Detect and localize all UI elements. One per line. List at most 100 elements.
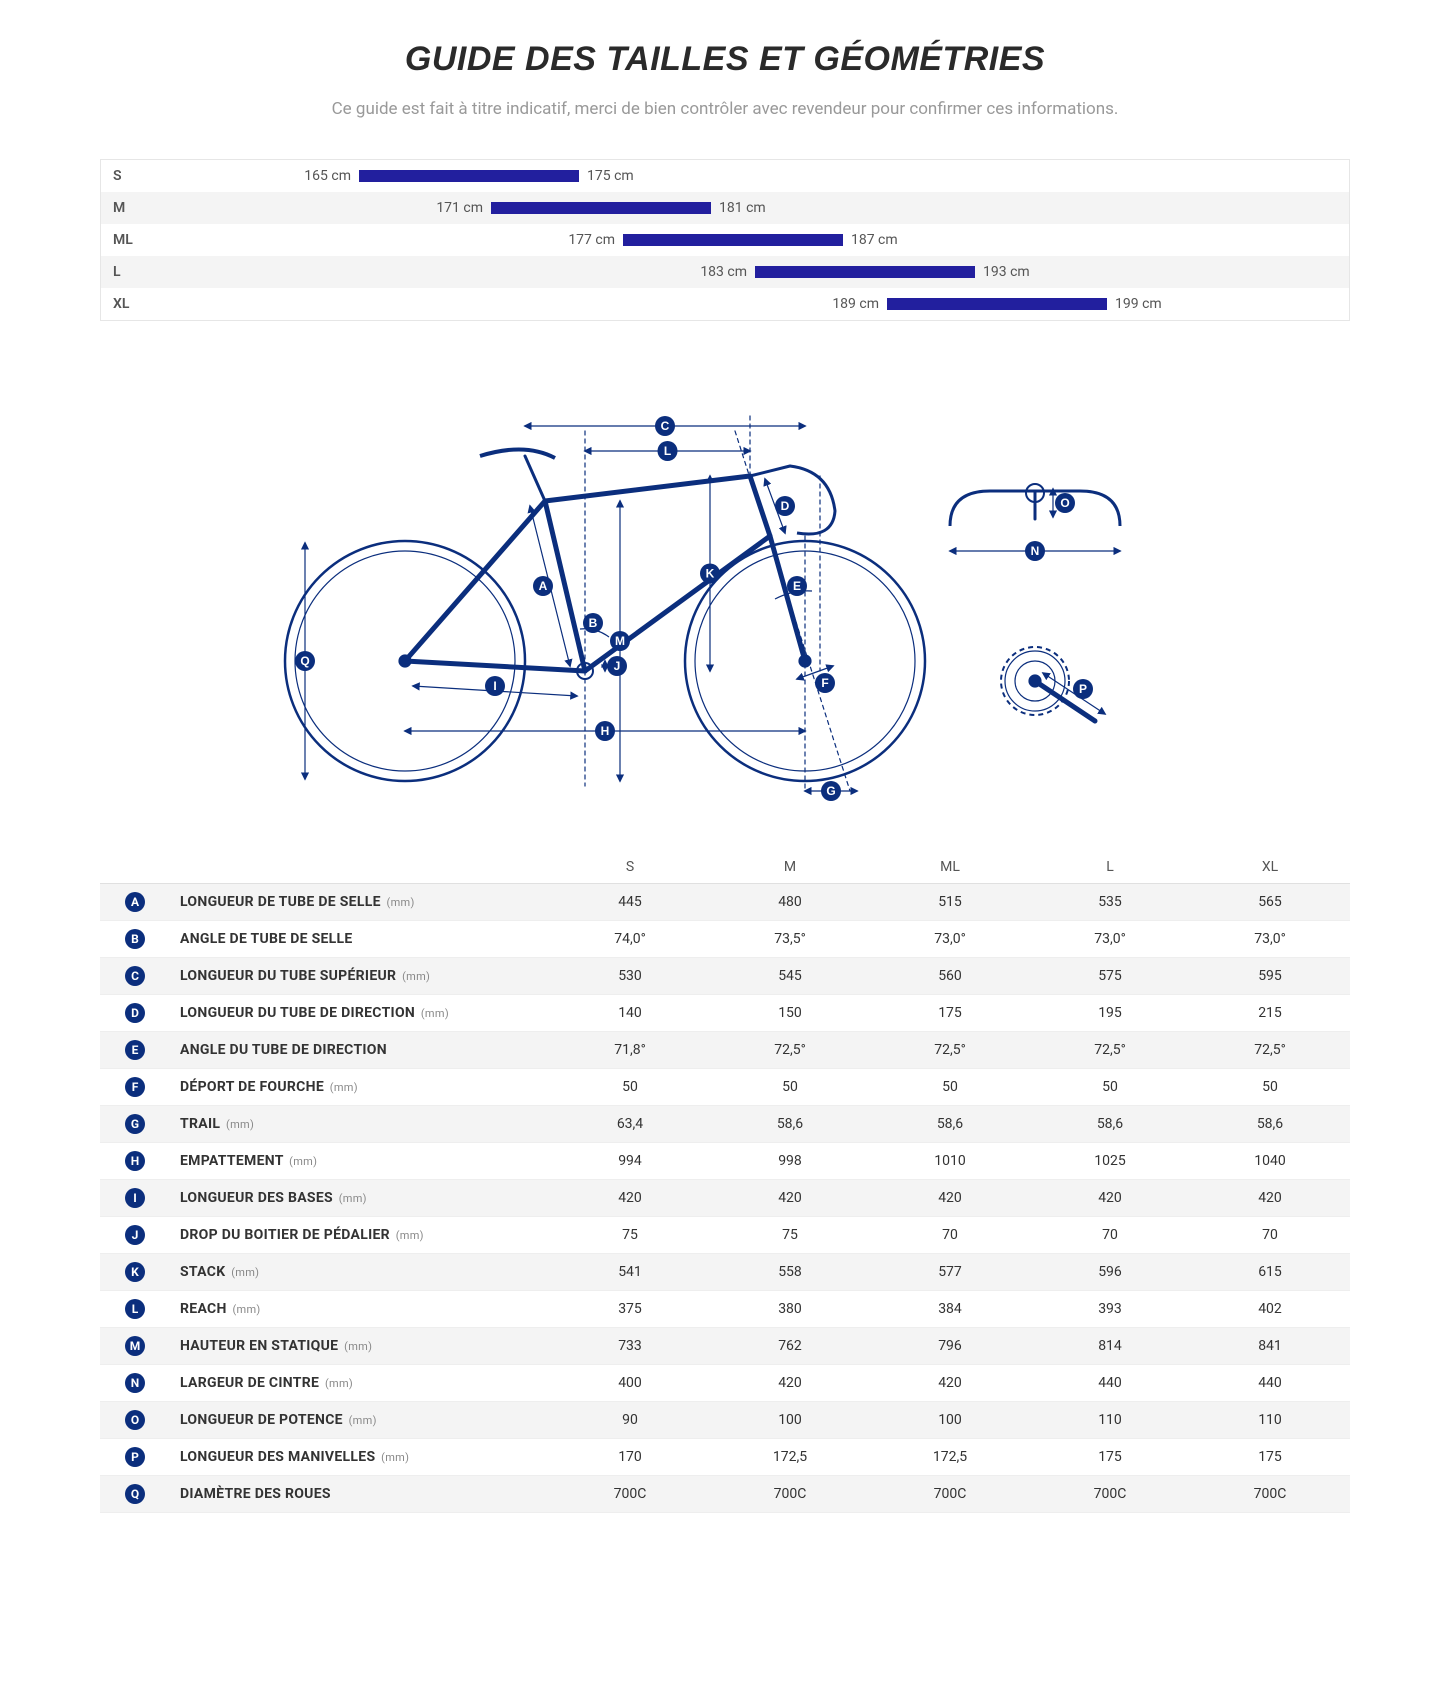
geom-cell: 994 (550, 1143, 710, 1180)
geom-cell: 400 (550, 1365, 710, 1402)
svg-text:D: D (781, 499, 790, 513)
svg-text:M: M (615, 634, 625, 648)
geom-cell: 50 (550, 1069, 710, 1106)
size-label: M (101, 200, 161, 216)
geom-cell: 733 (550, 1328, 710, 1365)
geom-row-spec: ANGLE DU TUBE DE DIRECTION (170, 1032, 550, 1069)
size-range-min: 177 cm (568, 232, 615, 248)
svg-text:B: B (589, 616, 598, 630)
geom-cell: 530 (550, 958, 710, 995)
size-range-row: ML 177 cm 187 cm (101, 224, 1349, 256)
geom-cell: 58,6 (1030, 1106, 1190, 1143)
geom-cell: 1040 (1190, 1143, 1350, 1180)
size-range-bar (491, 202, 711, 214)
geom-row-letter: M (125, 1336, 145, 1356)
geom-cell: 73,5° (710, 921, 870, 958)
geom-cell: 63,4 (550, 1106, 710, 1143)
geom-cell: 50 (870, 1069, 1030, 1106)
page-title: GUIDE DES TAILLES ET GÉOMÉTRIES (100, 40, 1350, 79)
geom-cell: 72,5° (870, 1032, 1030, 1069)
geom-cell: 73,0° (1030, 921, 1190, 958)
geom-cell: 75 (550, 1217, 710, 1254)
svg-text:Q: Q (300, 654, 309, 668)
svg-text:I: I (493, 679, 496, 693)
size-range-bar (887, 298, 1107, 310)
geom-cell: 420 (870, 1180, 1030, 1217)
geom-cell: 700C (1190, 1476, 1350, 1513)
geom-cell: 560 (870, 958, 1030, 995)
geom-cell: 700C (550, 1476, 710, 1513)
geom-row-letter: A (125, 892, 145, 912)
geom-row: MHAUTEUR EN STATIQUE (mm)733762796814841 (100, 1328, 1350, 1365)
geom-row: QDIAMÈTRE DES ROUES 700C700C700C700C700C (100, 1476, 1350, 1513)
geom-cell: 172,5 (870, 1439, 1030, 1476)
size-label: ML (101, 232, 161, 248)
geom-cell: 100 (870, 1402, 1030, 1439)
geom-cell: 402 (1190, 1291, 1350, 1328)
geom-cell: 480 (710, 884, 870, 921)
geom-col-header: S (550, 851, 710, 884)
svg-text:E: E (793, 579, 801, 593)
geom-row: GTRAIL (mm)63,458,658,658,658,6 (100, 1106, 1350, 1143)
geom-cell: 596 (1030, 1254, 1190, 1291)
page-subtitle: Ce guide est fait à titre indicatif, mer… (100, 99, 1350, 119)
geom-cell: 445 (550, 884, 710, 921)
geom-row: NLARGEUR DE CINTRE (mm)400420420440440 (100, 1365, 1350, 1402)
geom-cell: 70 (1190, 1217, 1350, 1254)
size-range-row: M171 cm181 cm (101, 192, 1349, 224)
geom-row-spec: LARGEUR DE CINTRE (mm) (170, 1365, 550, 1402)
geom-cell: 58,6 (870, 1106, 1030, 1143)
geom-cell: 375 (550, 1291, 710, 1328)
geom-row-letter: G (125, 1114, 145, 1134)
geom-col-header: M (710, 851, 870, 884)
size-range-bar (755, 266, 975, 278)
geom-cell: 814 (1030, 1328, 1190, 1365)
geom-cell: 175 (1190, 1439, 1350, 1476)
geom-cell: 545 (710, 958, 870, 995)
geom-col-header: ML (870, 851, 1030, 884)
geom-row: BANGLE DE TUBE DE SELLE 74,0°73,5°73,0°7… (100, 921, 1350, 958)
geom-row-letter: D (125, 1003, 145, 1023)
geom-cell: 175 (1030, 1439, 1190, 1476)
geom-cell: 575 (1030, 958, 1190, 995)
geom-row-letter: B (125, 929, 145, 949)
geom-row: EANGLE DU TUBE DE DIRECTION 71,8°72,5°72… (100, 1032, 1350, 1069)
geom-cell: 700C (1030, 1476, 1190, 1513)
geom-row: DLONGUEUR DU TUBE DE DIRECTION (mm)14015… (100, 995, 1350, 1032)
geom-row: KSTACK (mm)541558577596615 (100, 1254, 1350, 1291)
geom-cell: 110 (1030, 1402, 1190, 1439)
geom-row-letter: C (125, 966, 145, 986)
geom-row: CLONGUEUR DU TUBE SUPÉRIEUR (mm)53054556… (100, 958, 1350, 995)
svg-text:H: H (601, 724, 610, 738)
geom-cell: 50 (1030, 1069, 1190, 1106)
geom-row: HEMPATTEMENT (mm)994998101010251040 (100, 1143, 1350, 1180)
svg-text:F: F (821, 676, 828, 690)
geom-cell: 215 (1190, 995, 1350, 1032)
geometry-table: SMMLLXL ALONGUEUR DE TUBE DE SELLE (mm)4… (100, 851, 1350, 1513)
geom-cell: 515 (870, 884, 1030, 921)
geom-row: FDÉPORT DE FOURCHE (mm)5050505050 (100, 1069, 1350, 1106)
geom-cell: 420 (1030, 1180, 1190, 1217)
size-label: XL (101, 296, 161, 312)
geom-cell: 841 (1190, 1328, 1350, 1365)
geom-row-spec: LONGUEUR DE TUBE DE SELLE (mm) (170, 884, 550, 921)
size-range-max: 181 cm (719, 200, 766, 216)
size-range-max: 187 cm (851, 232, 898, 248)
svg-text:N: N (1031, 544, 1040, 558)
size-range-bar (359, 170, 579, 182)
geom-row-spec: EMPATTEMENT (mm) (170, 1143, 550, 1180)
geom-row-spec: REACH (mm) (170, 1291, 550, 1328)
geom-cell: 70 (870, 1217, 1030, 1254)
geom-row: A LONGUEUR DE TUBE DE SELLE (mm)445480515… (100, 884, 1350, 921)
svg-text:G: G (826, 784, 835, 798)
geom-col-header: XL (1190, 851, 1350, 884)
size-range-max: 199 cm (1115, 296, 1162, 312)
geom-cell: 595 (1190, 958, 1350, 995)
size-range-row: L183 cm193 cm (101, 256, 1349, 288)
geom-cell: 762 (710, 1328, 870, 1365)
geom-row: JDROP DU BOITIER DE PÉDALIER (mm)7575707… (100, 1217, 1350, 1254)
svg-text:K: K (706, 567, 715, 581)
size-range-max: 193 cm (983, 264, 1030, 280)
geom-row-spec: LONGUEUR DES MANIVELLES (mm) (170, 1439, 550, 1476)
geom-cell: 700C (870, 1476, 1030, 1513)
